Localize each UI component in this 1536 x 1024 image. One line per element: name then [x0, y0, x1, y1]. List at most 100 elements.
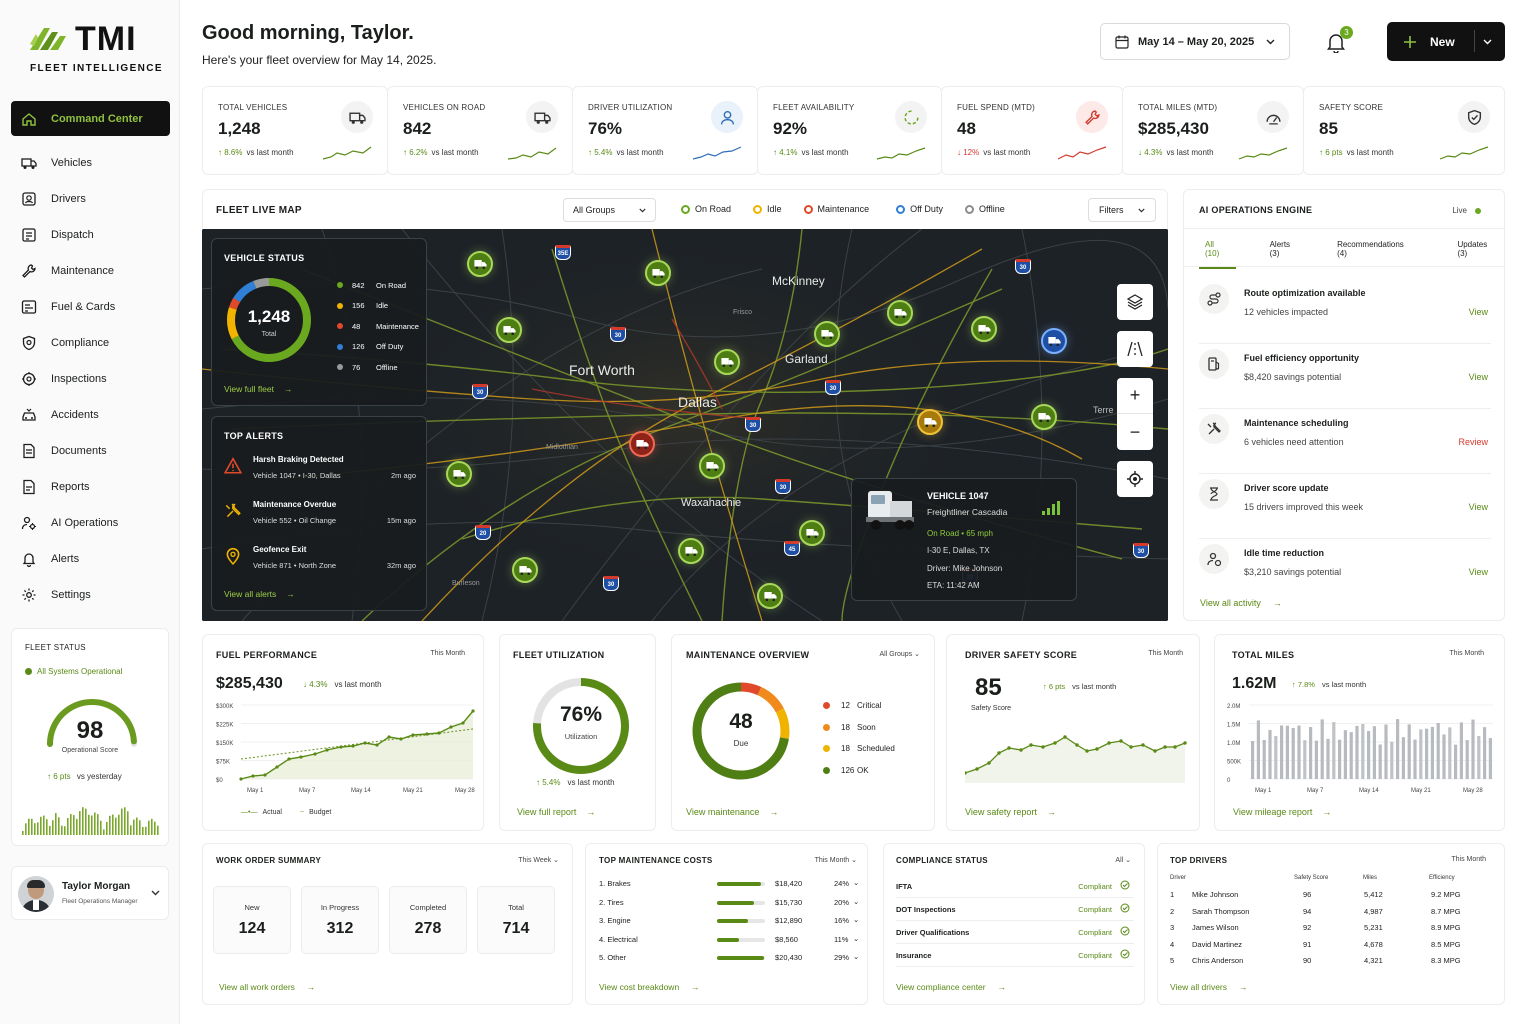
kpi-card-total-vehicles[interactable]: TOTAL VEHICLES 1,248 ↑ 8.6% vs last month: [202, 86, 388, 175]
view-full-report-link[interactable]: View full report →: [517, 807, 595, 817]
cost-row[interactable]: 2. Tires $15,730 20% ⌄: [599, 897, 859, 909]
alert-item[interactable]: Harsh Braking Detected Vehicle 1047 • I-3…: [223, 455, 416, 495]
view-all-drivers-link[interactable]: View all drivers →: [1170, 982, 1248, 992]
view-all-activity-link[interactable]: View all activity →: [1200, 598, 1282, 608]
group-select[interactable]: All Groups: [563, 198, 656, 222]
view-compliance-center-link[interactable]: View compliance center →: [896, 982, 1006, 992]
kpi-card-safety-score[interactable]: SAFETY SCORE 85 ↑ 6 pts vs last month: [1303, 86, 1505, 175]
maintenance-row[interactable]: 12 Critical: [823, 695, 895, 717]
kpi-card-total-miles-mtd[interactable]: TOTAL MILES (MTD) $285,430 ↓ 4.3% vs last m…: [1122, 86, 1304, 175]
ai-item-action[interactable]: View: [1468, 567, 1488, 577]
vehicle-pin[interactable]: [799, 520, 825, 546]
ai-item[interactable]: Maintenance scheduling 6 vehicles need at…: [1199, 410, 1491, 474]
vehicle-pin[interactable]: [1041, 328, 1067, 354]
ai-tab-0[interactable]: All (10): [1199, 240, 1236, 269]
sidebar-item-dispatch[interactable]: Dispatch: [11, 217, 170, 253]
cost-row[interactable]: 1. Brakes $18,420 24% ⌄: [599, 878, 859, 890]
ai-item-action[interactable]: View: [1468, 372, 1488, 382]
table-row[interactable]: 1 Mike Johnson 96 5,412 9.2 MPG: [1170, 890, 1494, 902]
costs-period[interactable]: This Month ⌄: [814, 857, 857, 864]
cost-row[interactable]: 3. Engine $12,890 16% ⌄: [599, 915, 859, 927]
vehicle-status-row[interactable]: 842 On Road: [337, 275, 419, 296]
vehicle-pin[interactable]: [645, 260, 671, 286]
road-view-button[interactable]: [1117, 331, 1153, 367]
maintenance-row[interactable]: 18 Scheduled: [823, 738, 895, 760]
maintenance-group-select[interactable]: All Groups ⌄: [879, 651, 921, 658]
vehicle-pin[interactable]: [1031, 404, 1057, 430]
sidebar-item-compliance[interactable]: Compliance: [11, 325, 170, 361]
vehicle-pin[interactable]: [757, 583, 783, 609]
vehicle-pin[interactable]: [512, 557, 538, 583]
sidebar-item-fuel-cards[interactable]: Fuel & Cards: [11, 289, 170, 325]
ai-item-action[interactable]: Review: [1458, 437, 1488, 447]
work-order-completed[interactable]: Completed 278: [389, 886, 467, 954]
compliance-row[interactable]: Driver Qualifications Compliant: [896, 926, 1134, 944]
sidebar-item-documents[interactable]: Documents: [11, 433, 170, 469]
sidebar-item-maintenance[interactable]: Maintenance: [11, 253, 170, 289]
work-order-new[interactable]: New 124: [213, 886, 291, 954]
cost-row[interactable]: 4. Electrical $8,560 11% ⌄: [599, 934, 859, 946]
table-row[interactable]: 2 Sarah Thompson 94 4,987 8.7 MPG: [1170, 907, 1494, 919]
work-order-in-progress[interactable]: In Progress 312: [301, 886, 379, 954]
ai-item[interactable]: Driver score update 15 drivers improved t…: [1199, 475, 1491, 539]
vehicle-pin[interactable]: [714, 349, 740, 375]
kpi-card-vehicles-on-road[interactable]: VEHICLES ON ROAD 842 ↑ 6.2% vs last month: [387, 86, 573, 175]
sidebar-item-ai-operations[interactable]: AI Operations: [11, 505, 170, 541]
new-button[interactable]: New: [1387, 22, 1505, 61]
legend-item-off-duty[interactable]: Off Duty: [896, 204, 943, 214]
alert-item[interactable]: Geofence Exit Vehicle 871 • North Zone 32m…: [224, 545, 416, 585]
vehicle-pin[interactable]: [699, 453, 725, 479]
view-maintenance-link[interactable]: View maintenance →: [686, 807, 778, 817]
compliance-row[interactable]: Insurance Compliant: [896, 949, 1134, 967]
maintenance-row[interactable]: 126 OK: [823, 760, 895, 782]
sidebar-item-settings[interactable]: Settings: [11, 577, 170, 613]
ai-item-action[interactable]: View: [1468, 307, 1488, 317]
work-order-total[interactable]: Total 714: [477, 886, 555, 954]
vehicle-pin[interactable]: [887, 300, 913, 326]
vehicle-pin[interactable]: [629, 431, 655, 457]
ai-item-action[interactable]: View: [1468, 502, 1488, 512]
date-range-picker[interactable]: May 14 – May 20, 2025: [1100, 23, 1290, 60]
legend-item-idle[interactable]: Idle: [753, 204, 782, 214]
legend-item-offline[interactable]: Offline: [964, 204, 1005, 214]
vehicle-pin[interactable]: [446, 461, 472, 487]
vehicle-pin[interactable]: [971, 316, 997, 342]
fleet-map[interactable]: 35E3030303030302030304520 McKinney Fort …: [202, 229, 1168, 621]
compliance-filter[interactable]: All ⌄: [1115, 857, 1131, 864]
sidebar-item-drivers[interactable]: Drivers: [11, 181, 170, 217]
ai-item[interactable]: Route optimization available 12 vehicles …: [1199, 280, 1491, 344]
sidebar-item-alerts[interactable]: Alerts: [11, 541, 170, 577]
ai-item[interactable]: Fuel efficiency opportunity $8,420 saving…: [1199, 345, 1491, 409]
compliance-row[interactable]: DOT Inspections Compliant: [896, 903, 1134, 921]
vehicle-pin[interactable]: [496, 317, 522, 343]
user-profile[interactable]: Taylor Morgan Fleet Operations Manager: [11, 866, 169, 920]
cost-row[interactable]: 5. Other $20,430 29% ⌄: [599, 952, 859, 964]
alert-item[interactable]: Maintenance Overdue Vehicle 552 • Oil Cha…: [224, 500, 416, 540]
table-row[interactable]: 5 Chris Anderson 90 4,321 8.3 MPG: [1170, 956, 1494, 968]
ai-item[interactable]: Idle time reduction $3,210 savings potent…: [1199, 540, 1491, 596]
vehicle-status-row[interactable]: 76 Offline: [337, 357, 419, 378]
ai-tab-1[interactable]: Alerts (3): [1269, 240, 1291, 258]
compliance-row[interactable]: IFTA Compliant: [896, 880, 1134, 898]
sidebar-item-command-center[interactable]: Command Center: [11, 101, 170, 136]
legend-item-maintenance[interactable]: Maintenance: [803, 204, 869, 214]
kpi-card-driver-utilization[interactable]: DRIVER UTILIZATION 76% ↑ 5.4% vs last month: [572, 86, 758, 175]
ai-tab-3[interactable]: Updates (3): [1457, 240, 1488, 258]
vehicle-status-row[interactable]: 156 Idle: [337, 296, 419, 317]
vehicle-pin[interactable]: [917, 409, 943, 435]
sidebar-item-vehicles[interactable]: Vehicles: [11, 145, 170, 181]
vehicle-status-row[interactable]: 48 Maintenance: [337, 316, 419, 337]
kpi-card-fleet-availability[interactable]: FLEET AVAILABILITY 92% ↑ 4.1% vs last month: [757, 86, 942, 175]
view-full-fleet-link[interactable]: View full fleet →: [224, 384, 292, 394]
vehicle-pin[interactable]: [467, 251, 493, 277]
view-all-alerts-link[interactable]: View all alerts →: [224, 589, 295, 599]
maintenance-row[interactable]: 18 Soon: [823, 717, 895, 739]
vehicle-pin[interactable]: [814, 321, 840, 347]
view-all-work-orders-link[interactable]: View all work orders →: [219, 982, 315, 992]
zoom-in-button[interactable]: +: [1117, 378, 1153, 414]
ai-tab-2[interactable]: Recommendations (4): [1337, 240, 1404, 258]
zoom-out-button[interactable]: −: [1129, 421, 1141, 442]
sidebar-item-inspections[interactable]: Inspections: [11, 361, 170, 397]
view-safety-report-link[interactable]: View safety report →: [965, 807, 1056, 817]
work-orders-period[interactable]: This Week ⌄: [518, 857, 559, 864]
